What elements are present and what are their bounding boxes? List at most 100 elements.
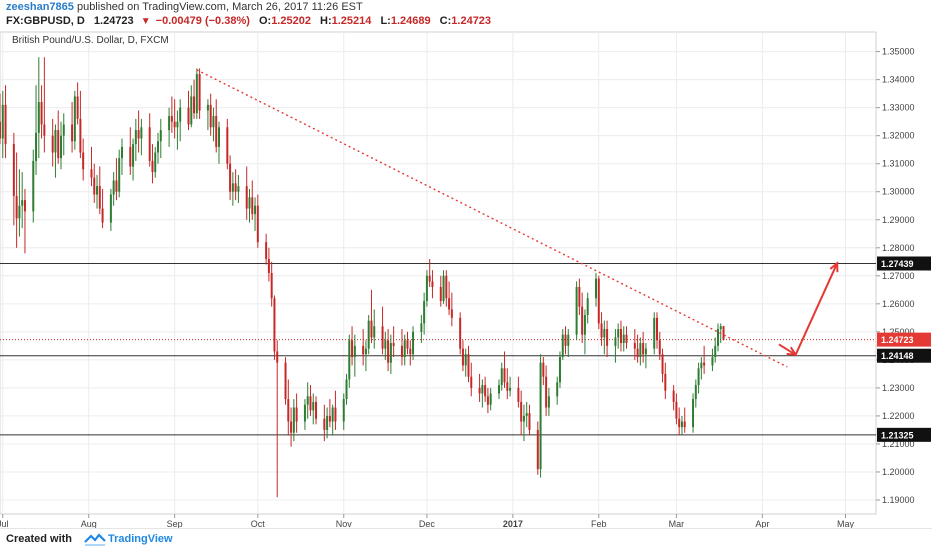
candle-body — [556, 382, 559, 397]
candle-body — [445, 275, 448, 299]
candle-body — [675, 401, 678, 419]
candle-body — [489, 393, 492, 405]
projection-arrow[interactable] — [794, 262, 839, 356]
level-price-label: 1.27439 — [881, 259, 914, 269]
high-label: H: — [320, 15, 332, 27]
level-price-tag — [877, 348, 931, 363]
candle-body — [115, 180, 118, 192]
last-price: 1.24723 — [93, 15, 134, 27]
candle-body — [381, 326, 384, 349]
candle-body — [503, 368, 506, 383]
plot-area[interactable] — [0, 31, 877, 515]
candle-body — [309, 396, 312, 411]
y-tick-label: 1.29000 — [882, 215, 915, 225]
y-tick-label: 1.28000 — [882, 243, 915, 253]
candle-body — [215, 116, 218, 147]
low-value: 1.24689 — [390, 15, 431, 27]
candle-body — [134, 130, 137, 145]
candle-body — [528, 413, 531, 430]
candle-body — [73, 96, 76, 142]
candle-body — [168, 116, 171, 131]
candle-body — [575, 287, 578, 335]
x-tick-label: Oct — [251, 519, 266, 528]
candle-body — [251, 197, 254, 215]
chart-title: British Pound/U.S. Dollar, D, FXCM — [12, 35, 169, 46]
candle-body — [597, 278, 600, 324]
candle-body — [245, 186, 248, 209]
quote-line: FX:GBPUSD, D 1.24723 ▼ −0.00479 (−0.38%)… — [6, 15, 491, 27]
candle-body — [547, 396, 550, 408]
candle-body — [109, 194, 112, 223]
candle-body — [315, 401, 318, 419]
candle-body — [389, 343, 392, 363]
candle-body — [583, 315, 586, 335]
candle-body — [273, 298, 276, 352]
candle-body — [93, 177, 96, 195]
candle-body — [326, 415, 329, 430]
x-tick-label: May — [837, 519, 855, 528]
resistance-trendline[interactable] — [196, 69, 788, 368]
candle-body — [486, 396, 489, 405]
candle-body — [345, 379, 348, 400]
candle-body — [362, 345, 365, 355]
candle-body — [606, 329, 609, 346]
open-value: 1.25202 — [271, 15, 311, 27]
candle-body — [132, 144, 135, 167]
candle-body — [539, 362, 542, 470]
candle-body — [98, 186, 101, 209]
candle-body — [303, 404, 306, 422]
candle-body — [561, 334, 564, 358]
x-tick-label: Apr — [755, 519, 769, 528]
y-tick-label: 1.26000 — [882, 299, 915, 309]
candle-body — [384, 340, 387, 349]
candle-body — [520, 401, 523, 422]
candle-body — [697, 368, 700, 386]
candle-body — [170, 116, 173, 122]
chart-header: zeeshan7865 published on TradingView.com… — [0, 0, 932, 30]
y-tick-label: 1.33000 — [882, 103, 915, 113]
candle-body — [179, 107, 182, 122]
candle-body — [661, 354, 664, 374]
author-link[interactable]: zeeshan7865 — [6, 1, 74, 13]
candle-body — [692, 399, 695, 428]
candle-body — [226, 127, 229, 164]
candle-body — [334, 407, 337, 422]
y-tick-label: 1.20000 — [882, 467, 915, 477]
candle-body — [461, 348, 464, 366]
candle-body — [35, 132, 38, 161]
candle-body — [90, 169, 93, 178]
tradingview-brand[interactable]: TradingView — [108, 533, 173, 545]
projection-arrow[interactable] — [778, 343, 797, 356]
candle-body — [287, 399, 290, 422]
x-tick-label: Dec — [419, 519, 436, 528]
candle-body — [703, 362, 706, 366]
candle-body — [118, 158, 121, 192]
publish-text: published on TradingView.com, March 26, … — [76, 1, 363, 13]
candle-body — [633, 343, 636, 349]
price-chart[interactable]: 1.35000 1.34000 1.33000 1.32000 1.31000 1.300… — [0, 30, 932, 528]
candle-body — [700, 362, 703, 369]
y-tick-label: 1.23000 — [882, 383, 915, 393]
candle-body — [4, 104, 7, 145]
candle-body — [248, 197, 251, 209]
candle-body — [448, 298, 451, 310]
candle-body — [716, 329, 719, 346]
candle-body — [373, 326, 376, 338]
candle-body — [295, 407, 298, 422]
candle-body — [564, 334, 567, 346]
candle-body — [157, 141, 160, 153]
candle-body — [680, 421, 683, 428]
candle-body — [129, 146, 132, 167]
high-value: 1.25214 — [331, 15, 372, 27]
candle-body — [442, 275, 445, 302]
candle-body — [387, 340, 390, 363]
candle-body — [234, 183, 237, 192]
candle-body — [43, 124, 46, 136]
candle-body — [484, 385, 487, 397]
candle-body — [187, 107, 190, 125]
candle-body — [190, 96, 193, 125]
candle-body — [423, 301, 426, 324]
last-price-tag — [877, 332, 931, 347]
candle-body — [209, 104, 212, 128]
candle-body — [292, 407, 295, 433]
